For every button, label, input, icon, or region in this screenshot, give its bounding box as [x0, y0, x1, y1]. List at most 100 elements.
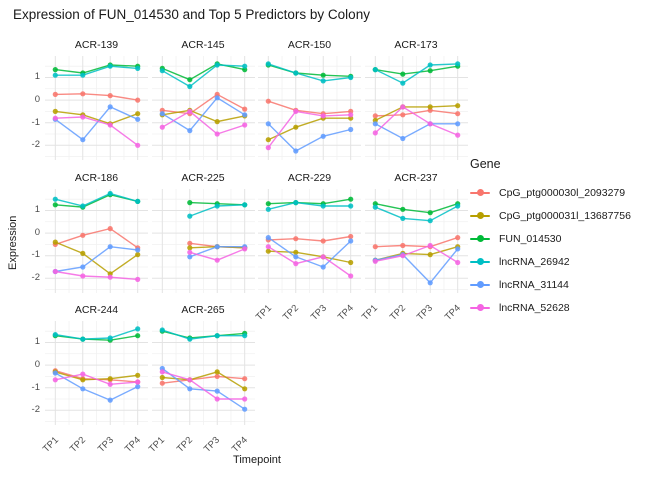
data-point-lncRNA_31144: [186, 386, 192, 392]
data-point-lncRNA_26942: [320, 78, 326, 84]
data-point-lncRNA_52628: [348, 112, 354, 118]
data-point-lncRNA_52628: [241, 122, 247, 128]
data-point-lncRNA_52628: [107, 274, 113, 280]
data-point-lncRNA_52628: [52, 115, 58, 121]
data-point-FUN_014530: [399, 206, 405, 212]
data-point-CpG_ptg000031l_13687756: [293, 124, 299, 130]
y-tick-label: 0: [34, 226, 40, 238]
data-point-lncRNA_26942: [159, 68, 165, 74]
data-point-lncRNA_52628: [135, 379, 141, 385]
y-tick-label: -2: [31, 271, 40, 283]
data-point-lncRNA_52628: [399, 104, 405, 110]
series-line-lncRNA_52628: [55, 116, 139, 146]
x-tick-label: TP2: [174, 434, 195, 455]
series-line-CpG_ptg000031l_13687756: [55, 240, 139, 275]
series-line-CpG_ptg000030l_2093279: [268, 100, 351, 115]
y-tick-label: -1: [31, 381, 40, 393]
data-point-lncRNA_31144: [427, 279, 433, 285]
data-point-CpG_ptg000030l_2093279: [214, 373, 220, 379]
data-point-lncRNA_26942: [214, 333, 220, 339]
data-point-CpG_ptg000030l_2093279: [107, 225, 113, 231]
data-point-lncRNA_26942: [265, 61, 271, 67]
y-tick-label: 1: [34, 336, 40, 348]
series-line-lncRNA_31144: [161, 96, 245, 132]
data-point-FUN_014530: [52, 201, 58, 207]
data-point-lncRNA_31144: [454, 121, 460, 127]
series-line-lncRNA_31144: [374, 123, 458, 140]
data-point-CpG_ptg000031l_13687756: [52, 108, 58, 114]
y-tick-label: 0: [34, 94, 40, 106]
legend: Gene CpG_ptg000030l_2093279 CpG_ptg000031…: [470, 157, 631, 319]
legend-key-icon: [470, 278, 490, 292]
facet-panel-ACR-145: [151, 56, 255, 160]
series-line-lncRNA_52628: [267, 110, 351, 149]
series-line-FUN_014530: [161, 63, 245, 81]
series-line-lncRNA_31144: [374, 247, 458, 284]
data-point-lncRNA_26942: [454, 61, 460, 67]
data-point-lncRNA_31144: [80, 263, 86, 270]
data-point-lncRNA_31144: [348, 126, 354, 133]
data-point-CpG_ptg000031l_13687756: [159, 374, 165, 381]
series-line-lncRNA_26942: [161, 329, 245, 340]
legend-label: CpG_ptg000030l_2093279: [499, 186, 626, 199]
facet-strip-ACR-145: ACR-145: [181, 39, 225, 51]
data-point-CpG_ptg000030l_2093279: [80, 232, 86, 238]
data-point-lncRNA_26942: [52, 196, 58, 202]
data-point-lncRNA_31144: [293, 148, 299, 154]
data-point-lncRNA_52628: [214, 257, 220, 263]
series-line-FUN_014530: [268, 198, 351, 204]
x-tick-label: TP2: [387, 302, 408, 323]
data-point-FUN_014530: [427, 68, 433, 74]
data-point-lncRNA_52628: [135, 276, 141, 282]
data-point-lncRNA_52628: [80, 114, 86, 120]
data-point-lncRNA_52628: [293, 260, 299, 266]
facet-strip-ACR-225: ACR-225: [181, 171, 225, 184]
x-tick-label: TP4: [336, 302, 357, 323]
data-point-lncRNA_26942: [265, 206, 271, 212]
facet-strip-ACR-265: ACR-265: [181, 304, 225, 316]
data-point-lncRNA_52628: [372, 130, 378, 136]
y-tick-label: -2: [31, 404, 40, 416]
data-point-lncRNA_31144: [52, 370, 58, 376]
series-line-lncRNA_31144: [54, 372, 139, 401]
legend-item-CpG_ptg000031l_13687756: CpG_ptg000031l_13687756: [470, 204, 631, 227]
facet-panel-ACR-244: [45, 321, 148, 425]
data-point-lncRNA_52628: [107, 381, 113, 387]
facet-strip-ACR-139: ACR-139: [74, 39, 119, 51]
data-point-lncRNA_31144: [265, 121, 271, 127]
series-line-lncRNA_31144: [267, 236, 352, 268]
data-point-CpG_ptg000030l_2093279: [348, 233, 354, 239]
facet-panel-ACR-186: [45, 188, 148, 293]
legend-item-lncRNA_52628: lncRNA_52628: [470, 296, 631, 319]
data-point-CpG_ptg000030l_2093279: [454, 234, 460, 240]
data-point-CpG_ptg000030l_2093279: [159, 380, 165, 386]
data-point-lncRNA_26942: [135, 326, 141, 332]
facet-panel-ACR-265: [151, 321, 255, 425]
data-point-lncRNA_31144: [186, 253, 192, 259]
data-point-lncRNA_31144: [320, 263, 326, 270]
data-point-lncRNA_26942: [186, 213, 192, 219]
y-tick-label: -2: [31, 139, 40, 151]
series-line-CpG_ptg000030l_2093279: [374, 236, 458, 247]
data-point-CpG_ptg000031l_13687756: [293, 249, 299, 255]
x-tick-label: TP3: [308, 302, 329, 323]
facet-strip-ACR-244: ACR-244: [74, 304, 119, 316]
data-point-lncRNA_26942: [159, 327, 165, 333]
data-point-CpG_ptg000031l_13687756: [135, 372, 141, 378]
data-point-lncRNA_52628: [159, 124, 165, 130]
x-tick-label: TP1: [253, 302, 274, 323]
facet-panel-ACR-139: [45, 56, 148, 160]
data-point-lncRNA_31144: [135, 116, 141, 122]
data-point-CpG_ptg000031l_13687756: [80, 250, 86, 256]
series-line-CpG_ptg000030l_2093279: [374, 109, 458, 117]
series-line-CpG_ptg000030l_2093279: [268, 235, 351, 242]
data-point-lncRNA_52628: [241, 396, 247, 402]
data-point-lncRNA_31144: [107, 104, 113, 110]
data-point-CpG_ptg000030l_2093279: [52, 91, 58, 97]
series-line-lncRNA_26942: [268, 63, 351, 82]
data-point-lncRNA_52628: [320, 253, 326, 259]
data-point-lncRNA_52628: [348, 272, 354, 279]
data-point-CpG_ptg000031l_13687756: [265, 137, 271, 143]
data-point-lncRNA_31144: [214, 243, 220, 249]
data-point-lncRNA_31144: [348, 237, 354, 244]
